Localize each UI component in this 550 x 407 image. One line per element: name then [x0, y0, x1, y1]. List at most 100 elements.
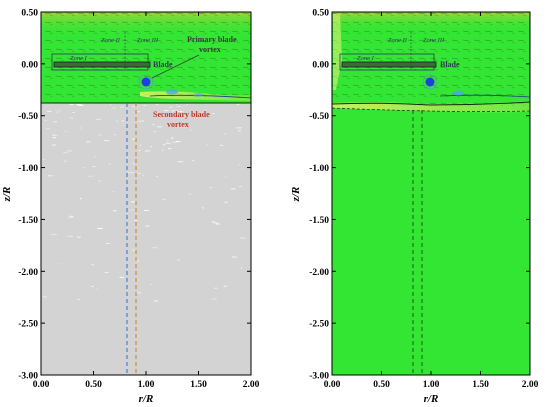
speckle: [79, 198, 82, 199]
x-tick-label: 1.50: [472, 380, 489, 390]
speckle: [211, 298, 217, 300]
speckle: [69, 215, 74, 217]
speckle: [145, 150, 151, 152]
left-primary-vortex-annotation-line2: vortex: [199, 45, 221, 54]
speckle: [78, 104, 84, 106]
speckle: [153, 300, 158, 302]
speckle: [52, 134, 56, 136]
speckle: [119, 106, 124, 108]
speckle: [204, 109, 206, 111]
speckle: [213, 222, 218, 224]
speckle: [135, 172, 141, 174]
speckle: [152, 124, 155, 126]
x-tick-label: 0.00: [324, 380, 341, 390]
speckle: [176, 104, 178, 105]
right-zone-2-label: Zone II: [388, 37, 408, 44]
right-x-axis: 0.00 0.50 1.00 1.50 2.00: [324, 12, 539, 390]
speckle: [66, 150, 73, 152]
speckle: [144, 210, 149, 211]
speckle: [96, 288, 98, 290]
speckle: [47, 110, 52, 112]
speckle: [76, 104, 82, 105]
speckle: [145, 225, 150, 227]
x-tick-label: 1.00: [423, 380, 440, 390]
speckle: [127, 172, 133, 174]
speckle: [42, 296, 47, 298]
x-tick-label: 2.00: [243, 380, 260, 390]
left-y-axis-label: z/R: [1, 187, 13, 203]
right-vector-overlay: [332, 12, 530, 110]
right-contour-panel: Zone I Zone II Zone III Blade 0.50 0.00 -0…: [290, 9, 539, 406]
speckle: [42, 158, 46, 160]
x-tick-label: 1.00: [138, 380, 155, 390]
speckle: [219, 144, 223, 146]
speckle: [67, 235, 74, 237]
right-wake-line-upper: [331, 101, 531, 106]
speckle: [201, 207, 204, 209]
right-x-axis-label: r/R: [424, 393, 439, 405]
speckle: [176, 106, 181, 107]
speckle: [53, 121, 58, 123]
speckle: [50, 234, 57, 236]
left-primary-vortex-ring: [138, 74, 154, 90]
y-tick-label: -2.00: [309, 268, 329, 278]
speckle: [88, 175, 93, 177]
speckle: [179, 111, 184, 113]
speckle: [83, 167, 86, 169]
speckle: [171, 110, 178, 112]
speckle: [169, 106, 173, 108]
left-secondary-vortex-annotation-line1: Secondary blade: [153, 110, 210, 119]
y-tick-label: -2.50: [309, 320, 329, 330]
speckle: [111, 107, 117, 109]
speckle: [224, 133, 227, 135]
speckle: [162, 149, 164, 151]
speckle: [65, 130, 67, 132]
speckle: [72, 112, 75, 113]
y-tick-label: -3.00: [309, 372, 329, 382]
right-blade-label: Blade: [440, 60, 460, 69]
speckle: [180, 126, 186, 128]
left-masked-region: [41, 103, 251, 375]
speckle: [132, 172, 134, 174]
left-blade-body: [53, 61, 151, 68]
speckle: [164, 110, 169, 112]
speckle: [157, 126, 163, 128]
speckle: [224, 201, 228, 203]
speckle: [169, 107, 171, 109]
speckle: [156, 176, 158, 178]
left-primary-vortex-annotation-line1: Primary blade: [187, 35, 237, 44]
speckle: [171, 141, 178, 143]
speckle: [76, 298, 81, 300]
y-tick-label: -1.00: [18, 164, 38, 174]
speckle: [236, 127, 242, 129]
speckle: [177, 259, 180, 261]
left-primary-vortex-pointer: [151, 54, 200, 79]
speckle: [91, 166, 96, 167]
right-y-axis: 0.50 0.00 -0.50 -1.00 -1.50 -2.00 -2.50 -3.00: [309, 9, 530, 382]
speckle: [143, 105, 146, 106]
speckle: [232, 256, 237, 258]
speckle: [52, 137, 56, 139]
right-near-wake-line: [439, 94, 531, 98]
speckle: [162, 144, 166, 146]
speckle: [190, 129, 192, 131]
y-tick-label: 0.50: [312, 9, 329, 19]
y-tick-label: 0.00: [312, 60, 329, 70]
speckle: [142, 174, 145, 176]
left-speckle-noise: [42, 104, 246, 305]
speckle: [175, 141, 181, 142]
speckle: [90, 264, 95, 266]
speckle: [135, 260, 140, 262]
speckle: [97, 228, 103, 229]
speckle: [98, 180, 101, 182]
speckle: [130, 201, 137, 203]
speckle: [112, 210, 117, 212]
speckle: [132, 138, 136, 140]
speckle: [240, 237, 246, 239]
speckle: [115, 120, 119, 122]
speckle: [80, 127, 82, 129]
speckle: [109, 104, 112, 106]
speckle: [189, 193, 192, 195]
speckle: [91, 285, 94, 287]
